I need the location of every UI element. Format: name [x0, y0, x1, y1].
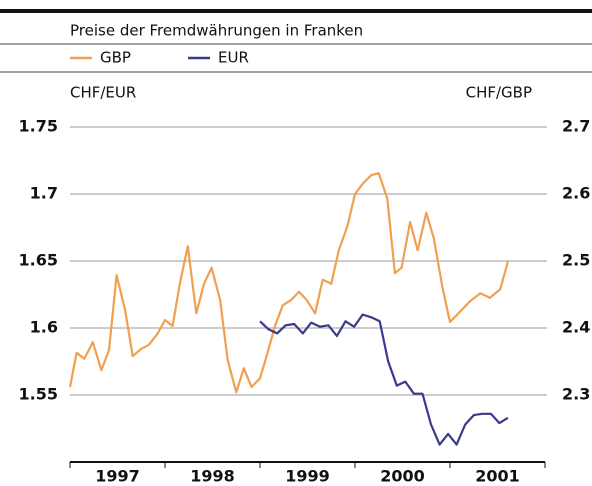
y-tick-label: 1.6	[30, 318, 58, 337]
x-tick-label: 1997	[95, 467, 140, 486]
y-axis-label: CHF/EUR	[70, 84, 136, 102]
x-tick-label: 1999	[285, 467, 330, 486]
y-tick-label: 1.65	[19, 251, 58, 270]
y2-tick-label: 2.5	[562, 251, 590, 270]
legend-label: EUR	[218, 49, 249, 67]
y2-tick-label: 2.3	[562, 385, 590, 404]
y2-axis-label: CHF/GBP	[466, 84, 532, 102]
y2-tick-label: 2.4	[562, 318, 590, 337]
series-line	[68, 172, 509, 394]
y2-tick-label: 2.7	[562, 117, 590, 136]
legend-label: GBP	[100, 49, 131, 67]
y-tick-label: 1.7	[30, 184, 58, 203]
chart-title: Preise der Fremdwährungen in Franken	[70, 22, 363, 40]
x-tick-label: 2000	[380, 467, 425, 486]
y2-tick-label: 2.6	[562, 184, 590, 203]
y-tick-label: 1.55	[19, 385, 58, 404]
x-tick-label: 2001	[475, 467, 520, 486]
series-line	[259, 313, 509, 446]
x-tick-label: 1998	[190, 467, 235, 486]
top-rule	[0, 9, 592, 13]
y-tick-label: 1.75	[19, 117, 58, 136]
